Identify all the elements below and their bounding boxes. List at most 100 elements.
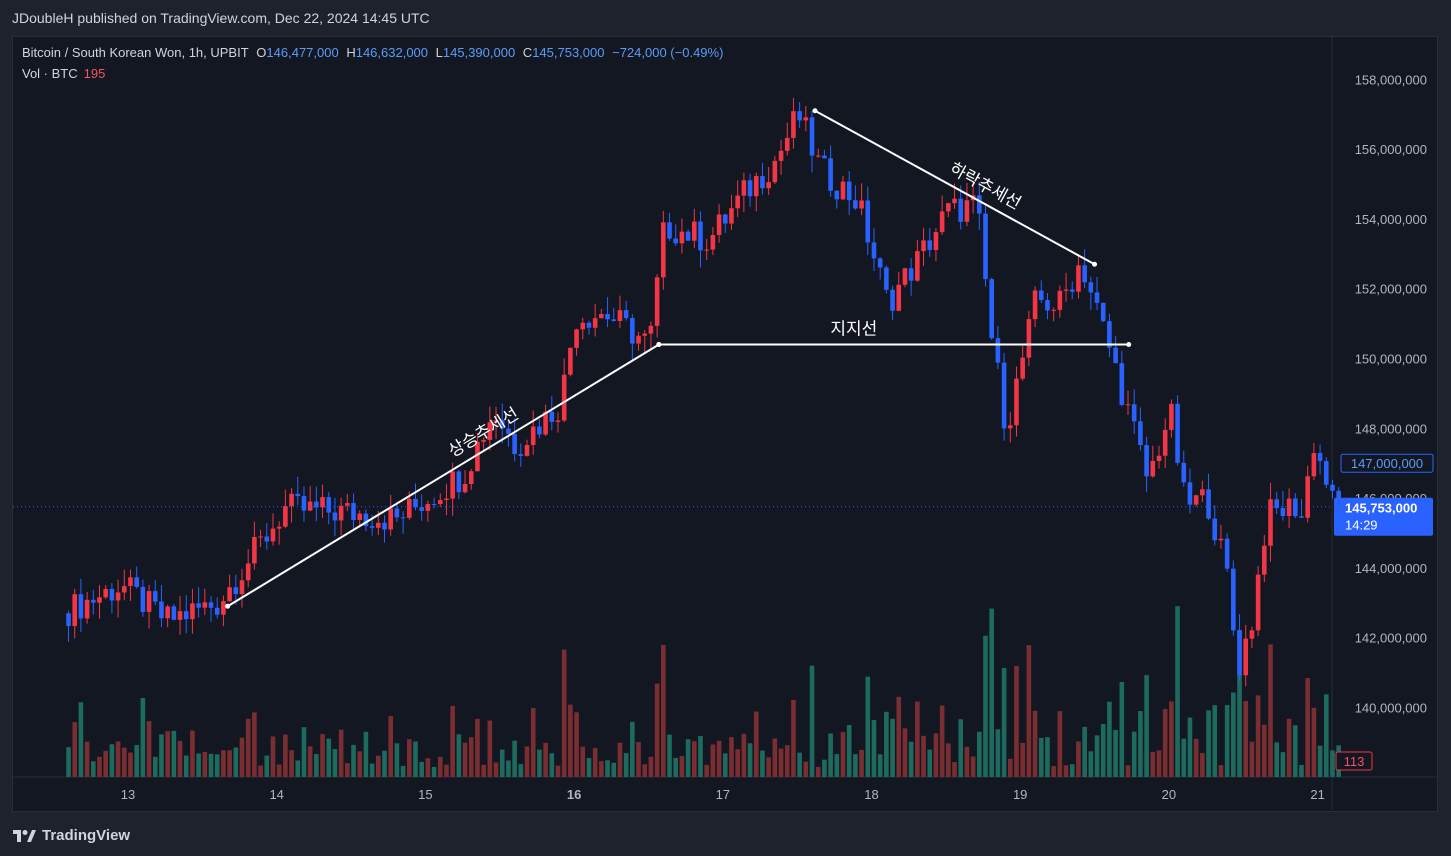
volume-bar xyxy=(995,729,1001,777)
candle-body xyxy=(177,611,183,620)
tradingview-brand[interactable]: TradingView xyxy=(12,827,130,844)
candle-body xyxy=(803,117,809,121)
volume-bar xyxy=(561,649,567,777)
volume-bar xyxy=(295,760,301,777)
candle-body xyxy=(152,591,158,602)
candle-body xyxy=(1323,461,1329,485)
candle-body xyxy=(295,493,301,497)
volume-bar xyxy=(1063,765,1069,777)
candle-body xyxy=(475,441,480,472)
candle-body xyxy=(561,374,567,421)
volume-bar xyxy=(809,665,815,777)
volume-label[interactable]: Vol · BTC xyxy=(22,66,78,81)
volume-bar xyxy=(661,644,666,777)
volume-bar xyxy=(1305,678,1310,777)
volume-bar xyxy=(66,747,71,777)
volume-bar xyxy=(586,757,592,777)
volume-bar xyxy=(1014,665,1019,777)
candle-body xyxy=(276,526,282,529)
candle-body xyxy=(871,242,877,259)
candle-body xyxy=(797,111,802,121)
candle-body xyxy=(1001,362,1007,429)
volume-bar xyxy=(642,764,648,777)
ohlc-close: C145,753,000 xyxy=(522,45,605,60)
volume-bar xyxy=(1150,751,1156,777)
volume-bar xyxy=(171,730,177,777)
volume-bar xyxy=(753,711,759,777)
volume-bar xyxy=(388,716,394,777)
volume-bar xyxy=(772,738,778,777)
volume-bar xyxy=(1330,750,1335,777)
volume-bar xyxy=(921,735,926,777)
candle-body xyxy=(1299,516,1304,518)
volume-bar xyxy=(890,718,895,777)
volume-bar xyxy=(221,750,226,777)
volume-bar xyxy=(382,750,387,777)
candle-body xyxy=(1088,282,1094,293)
candle-body xyxy=(499,420,505,429)
volume-bar xyxy=(877,754,883,777)
volume-bar xyxy=(208,753,214,777)
volume-bar xyxy=(419,761,424,777)
volume-bar xyxy=(252,712,257,777)
y-tick-label: 148,000,000 xyxy=(1355,421,1427,436)
volume-bar xyxy=(450,705,455,777)
y-tick-label: 152,000,000 xyxy=(1355,282,1427,297)
volume-bar xyxy=(468,737,474,777)
candle-body xyxy=(1113,347,1118,364)
candle-body xyxy=(1162,429,1168,456)
x-tick-label: 16 xyxy=(567,787,581,802)
volume-bar xyxy=(413,741,418,777)
volume-bar xyxy=(927,749,933,777)
candle-body xyxy=(444,498,449,501)
volume-bar xyxy=(202,751,208,777)
candle-body xyxy=(190,603,195,620)
volume-bar xyxy=(425,758,431,777)
drawing-trendline[interactable] xyxy=(227,343,660,608)
volume-bar xyxy=(1181,738,1187,777)
volume-bar xyxy=(760,750,765,777)
volume-bar xyxy=(716,740,722,777)
candle-body xyxy=(72,594,78,627)
candle-body xyxy=(524,445,530,456)
candle-body xyxy=(1206,489,1211,519)
drawing-anchor xyxy=(1126,342,1132,348)
candle-body xyxy=(543,411,548,435)
volume-bar xyxy=(846,725,852,777)
candle-body xyxy=(1014,378,1019,426)
volume-bar xyxy=(394,743,400,777)
candle-body xyxy=(964,200,970,222)
volume-bar xyxy=(828,733,833,777)
volume-bar xyxy=(1224,705,1230,777)
candle-body xyxy=(345,503,350,506)
volume-bar xyxy=(1280,752,1286,777)
y-tick-label: 154,000,000 xyxy=(1355,212,1427,227)
candle-body xyxy=(983,213,988,280)
volume-bar xyxy=(376,755,381,777)
drawing-trendline[interactable] xyxy=(814,109,1096,266)
volume-bar xyxy=(140,697,146,777)
drawing-anchor xyxy=(225,603,231,609)
symbol-name[interactable]: Bitcoin / South Korean Won, 1h, UPBIT xyxy=(22,45,249,60)
candle-body xyxy=(1032,290,1038,320)
candle-body xyxy=(91,599,96,603)
ohlc-low: L145,390,000 xyxy=(435,45,516,60)
candle-body xyxy=(902,268,908,285)
chart-frame[interactable] xyxy=(12,36,1438,812)
volume-bar xyxy=(691,741,697,777)
y-tick-label: 142,000,000 xyxy=(1355,631,1427,646)
volume-bar xyxy=(964,746,970,777)
volume-bar xyxy=(871,720,877,777)
volume-bar xyxy=(351,744,356,777)
candle-body xyxy=(530,426,536,446)
volume-bar xyxy=(283,734,288,777)
alert-price-tag[interactable] xyxy=(1340,453,1434,473)
candle-body xyxy=(183,611,189,620)
volume-bar xyxy=(989,608,994,777)
candle-body xyxy=(1181,462,1187,483)
candle-body xyxy=(661,222,666,278)
candle-body xyxy=(233,587,239,595)
volume-bar xyxy=(1076,741,1081,777)
candle-body xyxy=(1305,476,1310,518)
